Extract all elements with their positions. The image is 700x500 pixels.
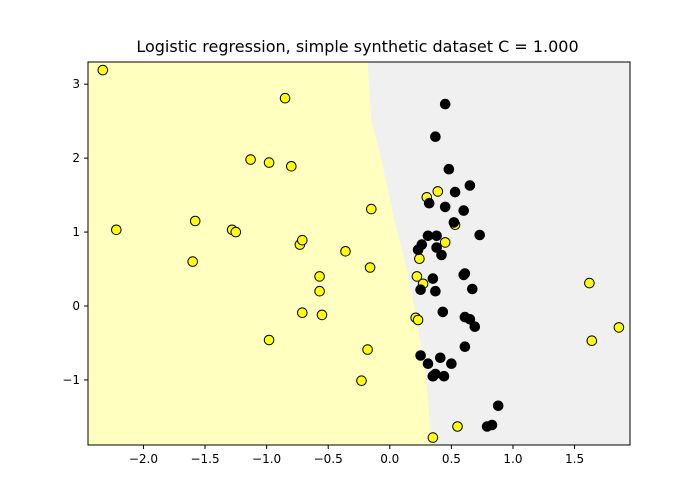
- point-series1-14: [187, 256, 198, 267]
- point-series1-13: [366, 203, 377, 215]
- point-series1-12: [340, 246, 351, 257]
- point-series1-27: [439, 237, 451, 248]
- point-series2-26: [469, 321, 481, 333]
- point-series2-3: [443, 163, 455, 175]
- point-series1-26: [414, 253, 425, 265]
- point-series2-2: [430, 131, 441, 142]
- point-series1-24: [432, 186, 444, 197]
- decision-region-left: [88, 62, 432, 445]
- x-tick-label: −1.5: [190, 452, 219, 466]
- point-series1-2: [279, 92, 291, 104]
- point-series2-34: [438, 370, 450, 382]
- y-tick-label: −1: [62, 373, 80, 387]
- point-series2-21: [430, 285, 441, 297]
- x-tick-label: 0.0: [380, 452, 399, 466]
- point-series1-37: [613, 322, 625, 333]
- point-series1-35: [584, 277, 595, 289]
- point-series2-25: [464, 314, 476, 325]
- y-tick-label: 0: [72, 299, 80, 313]
- x-tick-label: 1.0: [503, 452, 522, 466]
- y-tick-label: 1: [72, 225, 80, 239]
- point-series2-27: [459, 341, 471, 353]
- point-series1-6: [111, 224, 122, 236]
- point-series1-17: [297, 307, 308, 319]
- point-series2-12: [474, 229, 486, 241]
- scatter-points: [97, 64, 625, 443]
- point-series2-16: [436, 249, 447, 261]
- point-series2-30: [422, 358, 434, 370]
- point-series1-34: [427, 432, 439, 443]
- point-series2-23: [437, 306, 449, 318]
- point-series1-4: [263, 157, 275, 168]
- x-tick-label: 1.5: [565, 452, 584, 466]
- point-series2-33: [427, 370, 439, 382]
- point-series1-9: [230, 226, 242, 238]
- point-series1-5: [286, 161, 297, 172]
- point-series2-29: [435, 352, 446, 364]
- x-tick-label: 0.5: [442, 452, 461, 466]
- point-series1-15: [314, 271, 325, 282]
- point-series1-1: [97, 64, 109, 76]
- x-tick-label: −0.5: [314, 452, 343, 466]
- point-series2-20: [415, 284, 426, 296]
- y-tick-label: 3: [72, 77, 80, 91]
- point-series1-20: [263, 334, 275, 346]
- point-series1-18: [316, 309, 328, 321]
- y-tick-label: 2: [72, 151, 80, 165]
- point-series1-28: [411, 271, 423, 282]
- point-series1-21: [362, 344, 373, 355]
- point-series2-9: [448, 217, 460, 228]
- point-series1-22: [356, 375, 367, 387]
- point-series2-15: [412, 244, 424, 256]
- y-axis: −1 0 1 2 3: [62, 77, 88, 387]
- point-series1-33: [452, 421, 463, 432]
- point-series1-16: [314, 285, 325, 297]
- point-series2-19: [427, 273, 439, 284]
- plot-area: [87, 61, 631, 446]
- point-series1-11: [297, 234, 308, 246]
- point-series1-36: [586, 335, 598, 347]
- point-series2-18: [458, 269, 470, 281]
- x-axis: −2.0 −1.5 −1.0 −0.5 0.0 0.5 1.0 1.5: [129, 445, 584, 466]
- point-series2-8: [458, 205, 470, 216]
- point-series2-4: [464, 180, 476, 191]
- point-series2-11: [431, 230, 442, 242]
- point-series2-37: [481, 421, 493, 432]
- point-series2-6: [423, 197, 435, 209]
- point-series2-22: [467, 283, 478, 295]
- point-series1-19: [364, 262, 376, 273]
- x-tick-label: −2.0: [129, 452, 158, 466]
- point-series1-31: [412, 314, 424, 326]
- x-tick-label: −1.0: [252, 452, 281, 466]
- point-series2-7: [439, 201, 451, 213]
- chart-title: Logistic regression, simple synthetic da…: [136, 37, 578, 56]
- point-series1-7: [189, 215, 201, 227]
- point-series2-35: [492, 400, 504, 412]
- point-series1-3: [245, 154, 256, 165]
- point-series2-1: [439, 98, 451, 110]
- point-series2-5: [449, 186, 461, 198]
- point-series2-28: [415, 350, 426, 361]
- axes-frame: [87, 61, 631, 446]
- point-series2-31: [446, 358, 457, 370]
- point-series2-14: [431, 242, 442, 253]
